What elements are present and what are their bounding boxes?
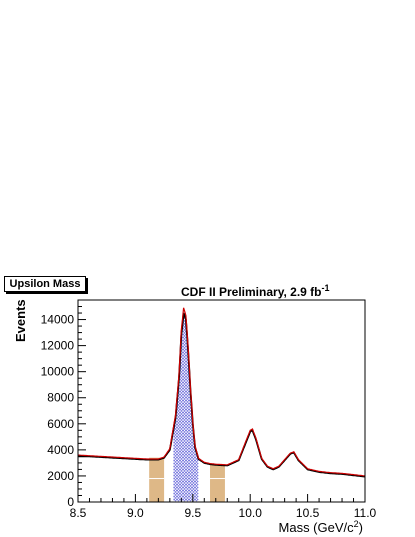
y-tick-label: 2000	[47, 469, 74, 483]
y-axis-label: Events	[13, 299, 28, 342]
stat-box-label: Upsilon Mass	[4, 276, 86, 292]
sideband-region-1	[149, 457, 165, 502]
y-tick-label: 4000	[47, 443, 74, 457]
data-line	[78, 312, 366, 478]
x-tick-label: 9.0	[127, 506, 144, 520]
x-axis-label-sup: 2	[354, 519, 359, 529]
data-histogram	[78, 312, 366, 478]
sideband-region-2	[210, 464, 225, 502]
x-tick-label: 9.5	[184, 506, 201, 520]
x-tick-label: 10.5	[296, 506, 320, 520]
y-tick-label: 6000	[47, 417, 74, 431]
signal-region	[173, 314, 199, 502]
x-axis-label: Mass (GeV/c2)	[279, 519, 363, 535]
y-tick-label: 8000	[47, 391, 74, 405]
chart-title-main: CDF II Preliminary, 2.9 fb	[181, 285, 321, 299]
x-axis: 8.5 9.0 9.5 10.0 10.5 11.0	[70, 494, 377, 520]
y-tick-label: 12000	[41, 339, 75, 353]
chart-title: CDF II Preliminary, 2.9 fb-1	[181, 283, 330, 299]
fit-curve	[78, 307, 366, 477]
y-tick-label: 14000	[41, 313, 75, 327]
y-axis: 0 2000 4000 6000 8000 10000 12000 14000	[41, 306, 86, 509]
x-tick-label: 10.0	[239, 506, 263, 520]
x-axis-label-close: )	[359, 520, 363, 535]
fit-line	[78, 307, 366, 477]
y-tick-label: 10000	[41, 365, 75, 379]
chart-title-sup: -1	[321, 283, 329, 293]
sideband-regions	[149, 457, 225, 502]
y-tick-label: 0	[67, 495, 74, 509]
x-tick-label: 8.5	[70, 506, 87, 520]
x-tick-label: 11.0	[354, 506, 377, 520]
plot-frame	[77, 299, 366, 503]
x-axis-label-main: Mass (GeV/c	[279, 520, 355, 535]
signal-region-fill	[173, 314, 199, 502]
